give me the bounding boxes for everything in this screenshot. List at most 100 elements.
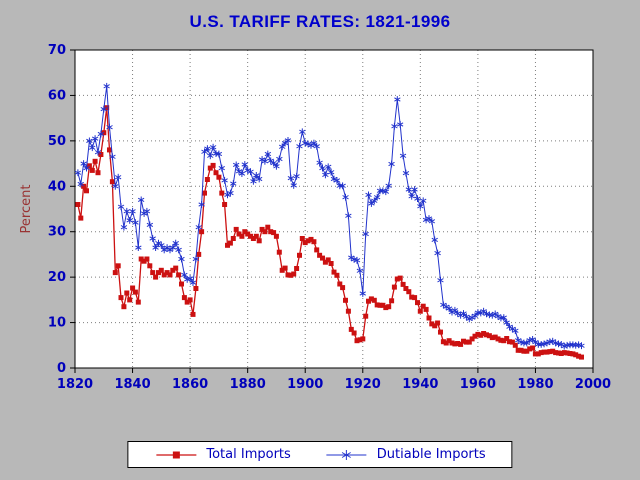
series-marker-square: [181, 295, 187, 301]
series-marker-square: [553, 350, 559, 356]
series-marker-star: [535, 342, 542, 347]
series-marker-star: [394, 97, 401, 102]
series-marker-square: [230, 236, 236, 241]
series-marker-square: [532, 351, 538, 357]
series-marker-square: [331, 269, 337, 275]
series-marker-square: [147, 263, 153, 269]
series-marker-square: [271, 230, 277, 236]
series-marker-star: [520, 340, 528, 346]
series-marker-square: [109, 179, 115, 185]
series-marker-square: [256, 238, 262, 244]
series-marker-square: [550, 348, 556, 354]
series-marker-square: [486, 333, 492, 339]
series-marker-star: [198, 202, 205, 207]
series-marker-square: [268, 229, 274, 235]
series-marker-star: [166, 247, 174, 253]
series-marker-square: [305, 238, 311, 244]
series-marker-star: [276, 156, 283, 162]
series-marker-star: [322, 172, 329, 178]
series-marker-star: [307, 143, 315, 148]
series-marker-star: [109, 154, 116, 159]
series-marker-square: [446, 338, 452, 344]
series-marker-square: [207, 165, 213, 171]
legend-item-dutiable-imports: Dutiable Imports: [325, 447, 486, 462]
series-marker-square: [233, 226, 239, 232]
series-marker-star: [445, 306, 453, 311]
series-marker-star: [399, 153, 407, 158]
series-marker-square: [184, 299, 190, 305]
series-marker-star: [480, 309, 487, 314]
series-marker-square: [138, 256, 144, 262]
series-marker-square: [204, 177, 210, 182]
series-marker-square: [351, 330, 357, 336]
series-marker-square: [282, 265, 288, 271]
series-marker-square: [391, 284, 397, 290]
series-marker-square: [374, 302, 380, 308]
series-marker-square: [495, 336, 501, 342]
series-marker-star: [463, 314, 470, 319]
series-marker-square: [337, 281, 343, 287]
series-marker-square: [512, 342, 518, 348]
plot-area: 1820 1840 1860 1880 1900 1920 1940 1960 1980 2000…: [19, 43, 611, 392]
series-marker-square: [458, 341, 464, 347]
series-marker-star: [365, 192, 372, 198]
series-marker-square: [288, 272, 294, 278]
series-marker-star: [114, 175, 122, 180]
series-marker-star: [411, 187, 418, 192]
series-marker-star: [569, 342, 577, 347]
y-tick-label: 10: [48, 316, 66, 331]
series-marker-star: [152, 245, 159, 250]
series-marker-square: [317, 252, 323, 258]
series-marker-square: [389, 298, 395, 304]
series-marker-star: [221, 178, 228, 183]
x-tick-label: 1960: [460, 377, 496, 392]
series-marker-square: [291, 271, 297, 277]
series-marker-square: [340, 285, 346, 291]
series-marker-square: [78, 215, 84, 221]
series-marker-square: [455, 341, 461, 346]
series-marker-square: [435, 320, 441, 326]
series-marker-square: [187, 297, 193, 303]
series-marker-star: [163, 245, 171, 250]
series-marker-square: [576, 353, 582, 359]
series-marker-square: [199, 229, 205, 235]
series-marker-star: [253, 173, 260, 178]
series-marker-star: [425, 216, 433, 221]
series-marker-square: [386, 304, 392, 310]
series-marker-square: [420, 303, 426, 309]
series-marker-star: [103, 84, 110, 89]
series-marker-square: [561, 350, 567, 356]
series-marker-square: [535, 351, 541, 357]
series-marker-star: [80, 161, 87, 166]
y-axis-label: Percent: [19, 185, 34, 234]
series-marker-star: [345, 213, 352, 218]
series-marker-star: [494, 314, 502, 319]
series-marker-square: [124, 290, 130, 296]
series-marker-square: [426, 315, 432, 321]
series-marker-star: [230, 181, 237, 186]
series-marker-star: [232, 162, 240, 168]
series-marker-star: [299, 129, 306, 134]
series-marker-square: [167, 272, 173, 278]
x-tick-label: 2000: [575, 377, 611, 392]
series-marker-square: [253, 233, 259, 239]
series-marker-square: [127, 297, 133, 303]
series-marker-square: [466, 339, 472, 345]
series-marker-star: [201, 149, 208, 154]
series-marker-star: [186, 276, 194, 281]
series-marker-square: [294, 266, 300, 271]
series-marker-star: [258, 157, 266, 162]
series-marker-square: [501, 338, 507, 344]
y-tick-label: 30: [48, 225, 66, 240]
series-marker-star: [503, 320, 510, 325]
series-marker-square: [107, 147, 112, 153]
series-marker-square: [354, 338, 360, 344]
series-marker-square: [161, 272, 167, 278]
series-marker-square: [573, 352, 579, 358]
series-marker-square: [481, 331, 487, 336]
series-marker-square: [259, 226, 265, 232]
series-marker-star: [123, 209, 131, 214]
series-marker-star: [290, 183, 297, 188]
series-marker-star: [261, 159, 269, 164]
series-marker-square: [475, 331, 481, 337]
